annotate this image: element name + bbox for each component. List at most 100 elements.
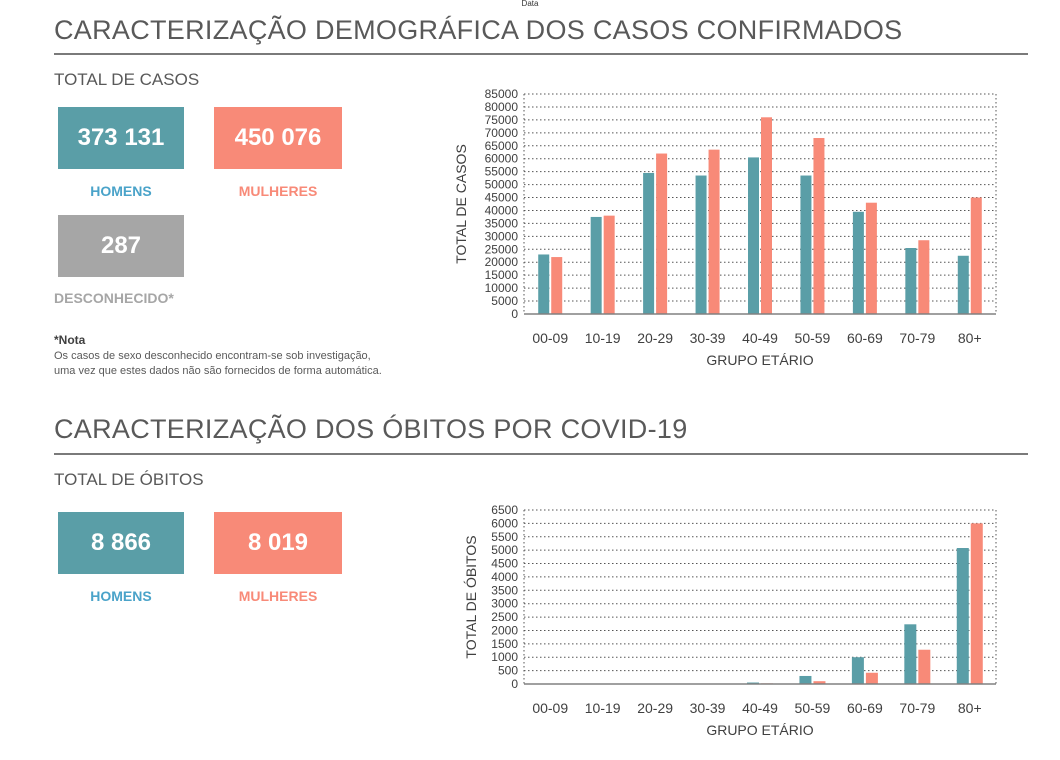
y-tick-label: 5000 [491,294,518,308]
cases-section-divider [54,53,1028,55]
bar [865,202,877,314]
y-tick-label: 25000 [485,242,519,256]
deaths-men-label: HOMENS [90,588,152,604]
cases-unknown-value: 287 [100,232,142,259]
x-tick-label: 70-79 [899,330,935,346]
bar [603,215,615,314]
y-tick-label: 1000 [491,650,518,664]
note-line-2: uma vez que estes dados não são fornecid… [54,365,382,377]
y-tick-label: 80000 [485,100,519,114]
x-tick-label: 60-69 [847,330,883,346]
bar [538,254,550,314]
x-tick-label: 80+ [958,330,982,346]
x-tick-label: 00-09 [532,700,568,716]
y-tick-label: 30000 [485,229,519,243]
y-axis-label: TOTAL DE CASOS [453,144,469,264]
bar [957,255,969,314]
bar [918,240,930,314]
x-tick-label: 40-49 [742,330,778,346]
cases-unknown-label: DESCONHECIDO* [54,290,174,306]
cases-women-label: MULHERES [238,183,318,199]
x-tick-label: 20-29 [637,700,673,716]
cases-by-age-chart: 0500010000150002000025000300003500040000… [453,87,997,368]
y-tick-label: 5000 [491,543,518,557]
bar [643,172,655,314]
cases-women-value: 450 076 [234,124,322,151]
bar [970,197,982,314]
deaths-women-value: 8 019 [247,529,309,556]
y-tick-label: 50000 [485,178,519,192]
cases-women-box: 450 076 [214,107,342,169]
bar [590,216,602,314]
deaths-men-box: 8 866 [58,512,184,574]
bar [852,211,864,314]
x-tick-label: 30-39 [690,330,726,346]
bar [956,548,969,684]
y-tick-label: 6500 [491,503,518,517]
deaths-women-label: MULHERES [238,588,318,604]
y-tick-label: 20000 [485,255,519,269]
x-tick-label: 10-19 [585,700,621,716]
y-tick-label: 0 [511,677,518,691]
deaths-by-age-chart: 0500100015002000250030003500400045005000… [463,503,997,738]
y-tick-label: 0 [511,307,518,321]
cases-men-value: 373 131 [77,124,165,151]
y-tick-label: 60000 [485,152,519,166]
bar [708,149,720,314]
y-tick-label: 2500 [491,610,518,624]
x-tick-label: 40-49 [742,700,778,716]
y-tick-label: 40000 [485,203,519,217]
y-tick-label: 3500 [491,583,518,597]
y-tick-label: 35000 [485,216,519,230]
y-tick-label: 4000 [491,570,518,584]
bar [918,649,931,684]
x-tick-label: 10-19 [585,330,621,346]
y-tick-label: 75000 [485,113,519,127]
bar [551,257,563,314]
x-tick-label: 50-59 [795,330,831,346]
deaths-section-divider [54,453,1028,455]
cases-men-label: HOMENS [90,183,152,199]
bar [813,138,825,314]
y-tick-label: 55000 [485,165,519,179]
x-tick-label: 70-79 [899,700,935,716]
bar [813,681,826,684]
note-text: Os casos de sexo desconhecido encontram-… [54,349,474,379]
x-tick-label: 00-09 [532,330,568,346]
y-tick-label: 15000 [485,268,519,282]
bar [851,657,864,684]
y-tick-label: 85000 [485,87,519,101]
bar [904,624,917,684]
cases-unknown-box: 287 [58,215,184,277]
x-tick-label: 80+ [958,700,982,716]
y-tick-label: 500 [498,664,518,678]
bar [905,248,917,314]
y-tick-label: 3000 [491,597,518,611]
cases-section-title: CARACTERIZAÇÃO DEMOGRÁFICA DOS CASOS CON… [54,15,903,45]
bar [748,157,759,314]
bar [656,153,668,314]
y-tick-label: 4500 [491,557,518,571]
deaths-subtitle: TOTAL DE ÓBITOS [54,470,204,489]
bar [799,675,812,684]
y-tick-label: 5500 [491,530,518,544]
x-axis-label: GRUPO ETÁRIO [706,722,813,738]
bar [761,117,772,314]
y-axis-label: TOTAL DE ÓBITOS [463,535,479,658]
note-line-1: Os casos de sexo desconhecido encontram-… [54,350,371,362]
x-tick-label: 30-39 [690,700,726,716]
deaths-men-value: 8 866 [90,529,152,556]
bar [970,523,983,684]
deaths-women-box: 8 019 [214,512,342,574]
x-tick-label: 20-29 [637,330,673,346]
x-tick-label: 50-59 [795,700,831,716]
bar [800,175,812,314]
note-title: *Nota [54,333,86,347]
bar [695,175,707,314]
x-tick-label: 60-69 [847,700,883,716]
cases-subtitle: TOTAL DE CASOS [54,70,200,89]
y-tick-label: 6000 [491,516,518,530]
x-axis-label: GRUPO ETÁRIO [706,352,813,368]
bar [865,672,878,684]
y-tick-label: 2000 [491,623,518,637]
